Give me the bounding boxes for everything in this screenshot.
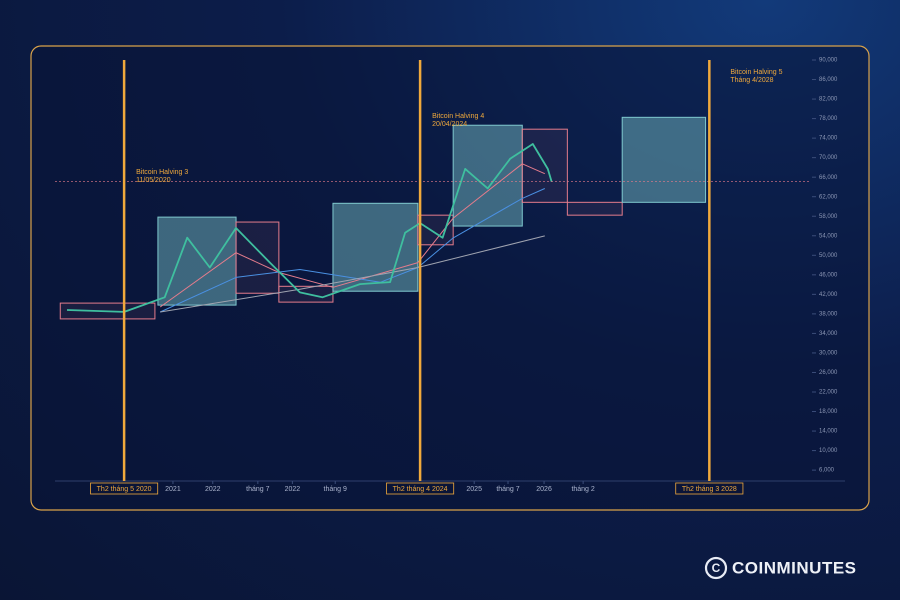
x-tick-box	[90, 482, 159, 495]
price-line	[66, 143, 553, 313]
range-box	[566, 201, 623, 216]
y-tick-label: 6,000	[819, 468, 835, 474]
x-tick-label: Th2 tháng 4 2024	[393, 486, 448, 493]
x-tick-label: tháng 7	[496, 486, 519, 493]
y-tick-label: 22,000	[819, 390, 838, 396]
range-box	[521, 128, 568, 203]
y-tick-label: 74,000	[819, 136, 838, 142]
y-tick-label: 34,000	[819, 331, 838, 337]
y-tick-label: 78,000	[819, 116, 838, 122]
x-tick-label: Th2 tháng 5 2020	[97, 486, 152, 493]
annotation-date: 20/04/2024	[432, 121, 467, 128]
y-tick-label: 70,000	[819, 155, 838, 161]
x-tick-label: tháng 7	[246, 486, 269, 493]
range-box	[621, 116, 707, 203]
x-tick-label: 2026	[536, 486, 552, 493]
logo-mark: C	[712, 561, 721, 575]
moving-average	[160, 235, 545, 313]
y-tick-label: 54,000	[819, 233, 838, 239]
y-tick-label: 90,000	[819, 58, 838, 64]
y-tick-label: 46,000	[819, 272, 838, 278]
x-tick-label: 2022	[205, 486, 221, 493]
moving-average	[159, 188, 546, 313]
range-box	[332, 202, 419, 292]
frame	[30, 45, 870, 511]
annotation-title: Bitcoin Halving 5	[730, 69, 782, 76]
y-tick-label: 26,000	[819, 370, 838, 376]
y-tick-label: 86,000	[819, 77, 838, 83]
y-tick-label: 14,000	[819, 429, 838, 435]
x-tick-label: 2021	[165, 486, 181, 493]
y-tick-label: 82,000	[819, 97, 838, 103]
annotation-date: 11/05/2020	[136, 177, 171, 184]
y-tick-label: 50,000	[819, 253, 838, 259]
brand-logo: C	[704, 556, 728, 580]
range-box	[157, 216, 237, 306]
range-box	[235, 221, 280, 294]
annotation-title: Bitcoin Halving 3	[136, 169, 188, 176]
y-tick-label: 62,000	[819, 194, 838, 200]
y-tick-label: 18,000	[819, 409, 838, 415]
y-tick-label: 30,000	[819, 351, 838, 357]
y-tick-label: 58,000	[819, 214, 838, 220]
x-tick-box	[386, 482, 455, 495]
x-tick-label: 2022	[285, 486, 301, 493]
brand: COINMINUTES	[732, 558, 857, 577]
logo-ring	[704, 556, 728, 580]
x-tick-label: Th2 tháng 3 2028	[682, 486, 737, 493]
x-tick-box	[675, 482, 744, 495]
x-tick-label: 2025	[466, 486, 482, 493]
annotation-date: Tháng 4/2028	[730, 77, 773, 84]
y-tick-label: 38,000	[819, 311, 838, 317]
y-tick-label: 66,000	[819, 175, 838, 181]
y-tick-label: 42,000	[819, 292, 838, 298]
annotation-title: Bitcoin Halving 4	[432, 113, 484, 120]
x-tick-label: tháng 2	[571, 486, 594, 493]
x-tick-label: tháng 9	[324, 486, 347, 493]
y-tick-label: 10,000	[819, 448, 838, 454]
